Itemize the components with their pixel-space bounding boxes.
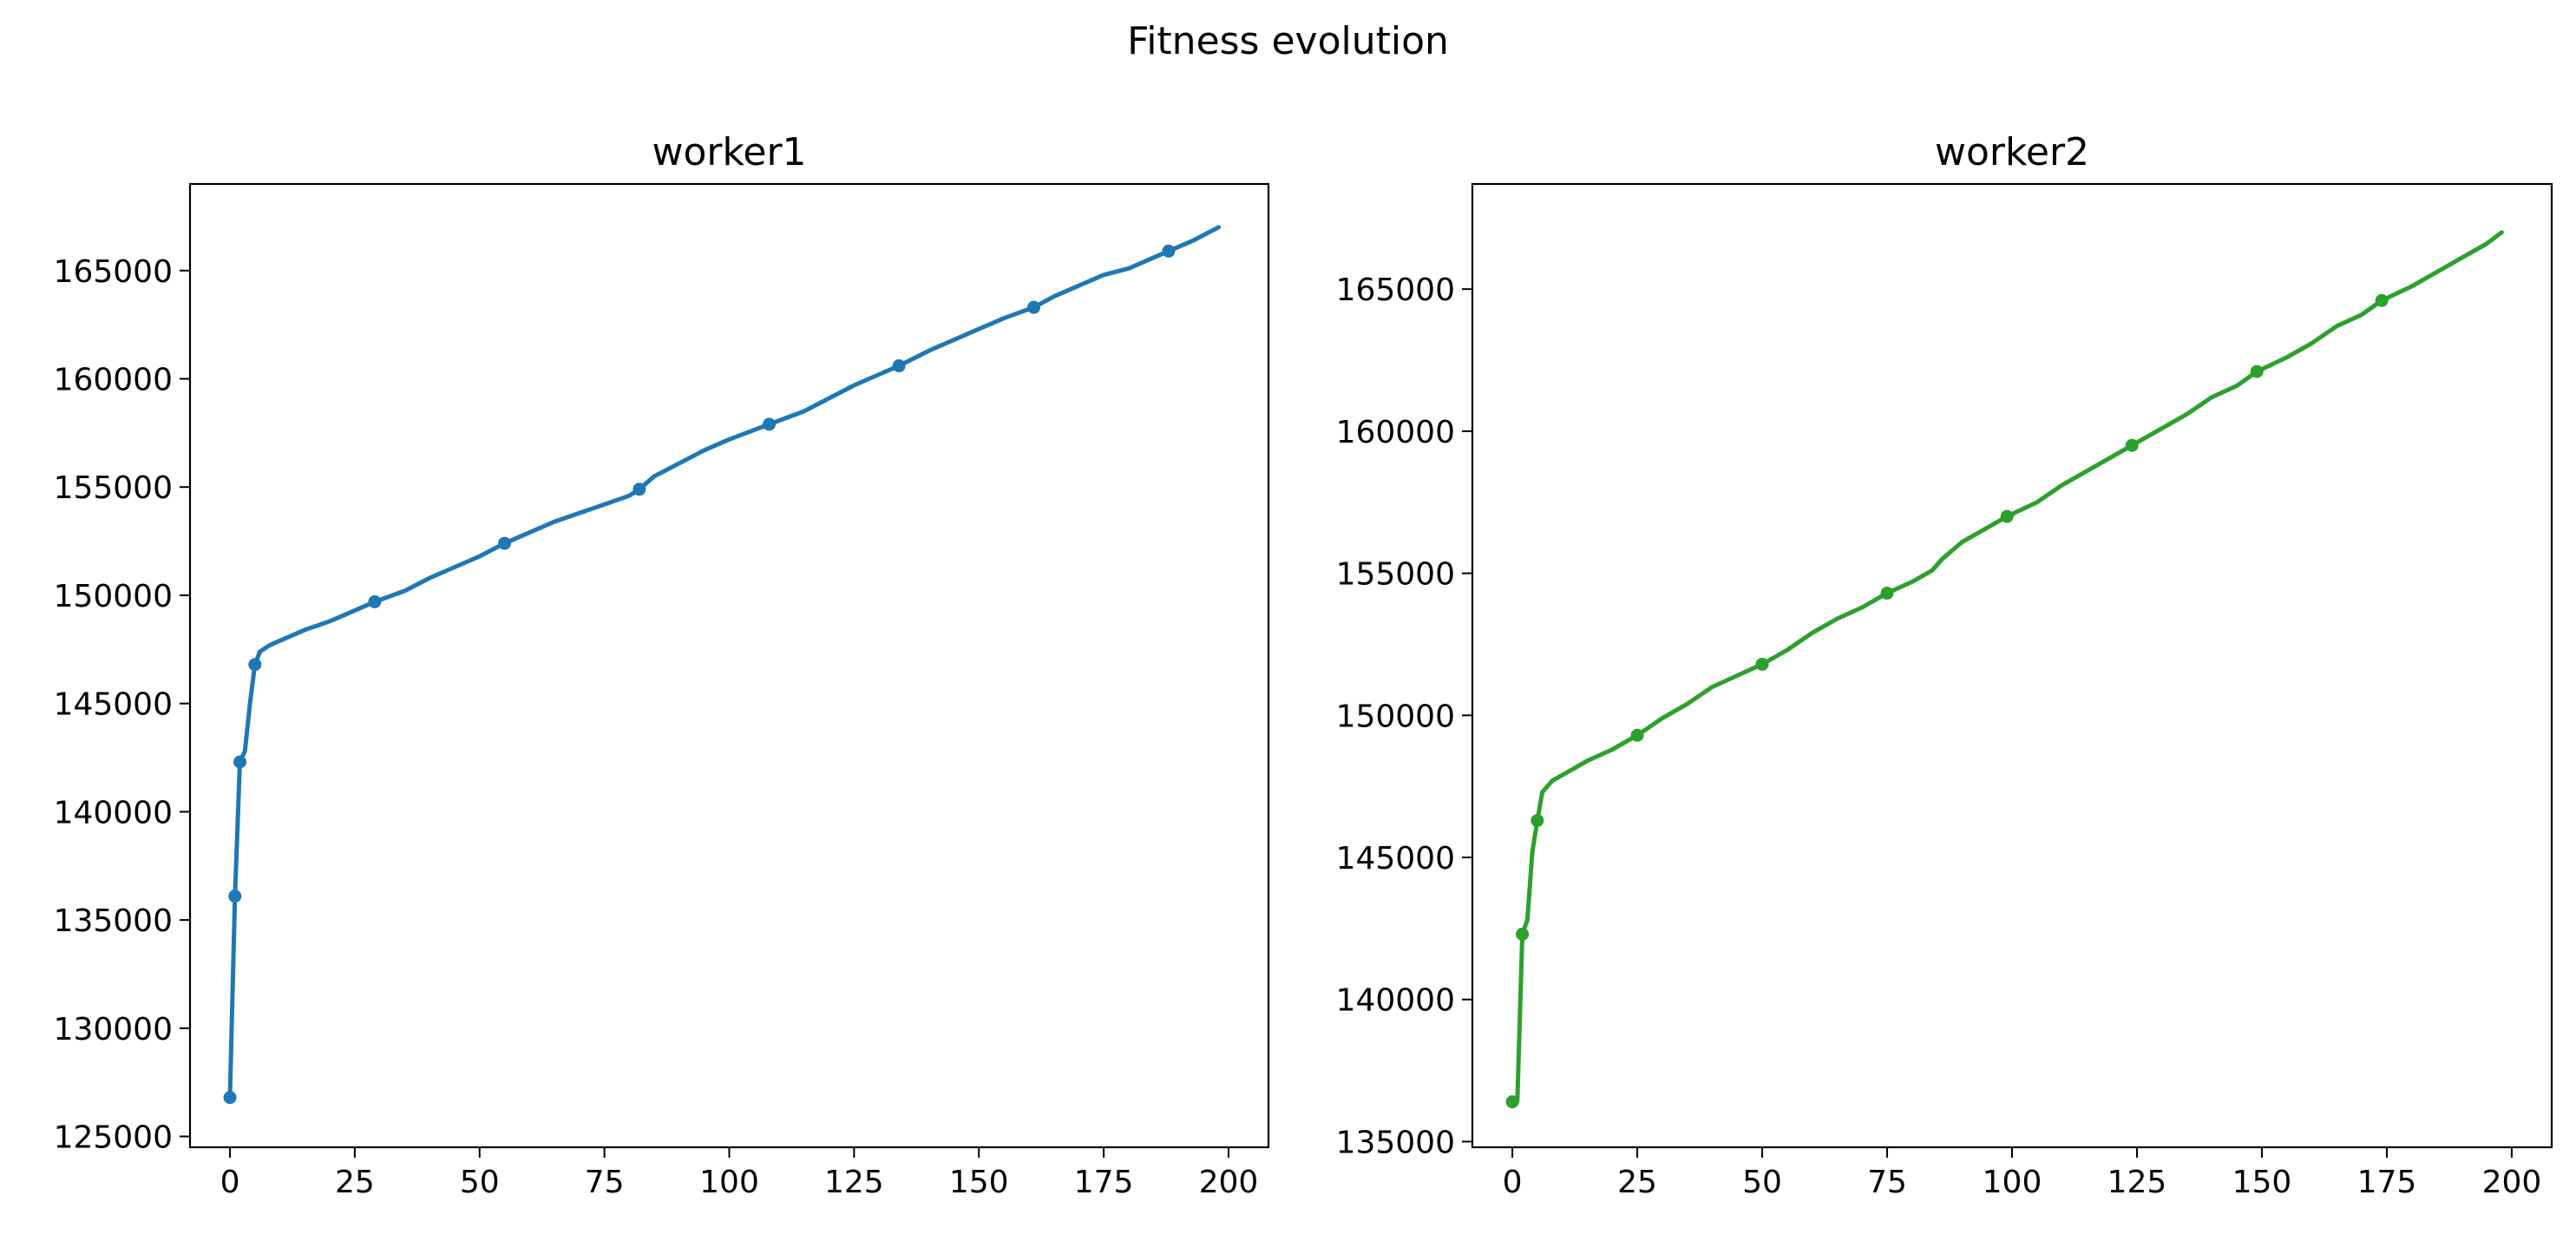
x-tick-label: 125 <box>824 1165 884 1200</box>
data-point <box>763 417 777 431</box>
data-point <box>233 755 247 769</box>
x-tick-label: 25 <box>335 1165 375 1200</box>
data-point <box>223 1091 237 1105</box>
series-line <box>1510 230 2504 1105</box>
y-tick-label: 125000 <box>54 1120 173 1156</box>
data-point <box>892 359 906 373</box>
x-tick-label: 100 <box>699 1165 759 1200</box>
data-point <box>1027 300 1041 314</box>
x-tick-label: 50 <box>460 1165 500 1200</box>
x-tick-label: 0 <box>220 1165 240 1200</box>
y-tick-label: 165000 <box>54 254 173 290</box>
y-tick-label: 145000 <box>54 687 173 723</box>
x-tick-label: 75 <box>585 1165 625 1200</box>
y-tick-label: 145000 <box>1336 841 1455 877</box>
data-point <box>1516 927 1530 941</box>
y-tick-label: 165000 <box>1336 272 1455 308</box>
x-tick-label: 50 <box>1742 1165 1782 1200</box>
y-tick-label: 135000 <box>54 903 173 939</box>
y-tick-label: 130000 <box>54 1012 173 1047</box>
y-tick-label: 155000 <box>54 470 173 506</box>
x-tick-label: 175 <box>2357 1165 2417 1200</box>
data-point <box>498 536 512 550</box>
data-point <box>2250 364 2264 378</box>
data-point <box>2000 509 2014 523</box>
data-point <box>1505 1095 1519 1109</box>
y-tick-label: 150000 <box>1336 699 1455 734</box>
data-point <box>248 658 262 672</box>
x-tick-label: 150 <box>949 1165 1009 1200</box>
data-point <box>2375 293 2389 307</box>
data-point <box>1162 244 1176 258</box>
data-point <box>228 890 242 903</box>
figure-suptitle: Fitness evolution <box>1127 19 1449 63</box>
y-tick-label: 150000 <box>54 579 173 614</box>
x-tick-label: 0 <box>1503 1165 1523 1200</box>
x-tick-label: 200 <box>1199 1165 1259 1200</box>
series-line <box>227 225 1221 1100</box>
y-tick-label: 140000 <box>54 795 173 831</box>
data-point <box>1880 587 1894 601</box>
data-point <box>633 483 646 496</box>
x-tick-label: 200 <box>2482 1165 2542 1200</box>
x-tick-label: 25 <box>1617 1165 1657 1200</box>
data-point <box>1531 813 1544 827</box>
y-tick-label: 140000 <box>1336 983 1455 1019</box>
subplot-worker1: worker1 0 25 50 75 100 125 150 175 200 125000 13000… <box>54 130 1270 1200</box>
x-tick-label: 150 <box>2232 1165 2292 1200</box>
data-point <box>1630 728 1644 742</box>
x-tick-label: 175 <box>1074 1165 1134 1200</box>
y-tick-label: 155000 <box>1336 557 1455 593</box>
x-tick-label: 75 <box>1867 1165 1907 1200</box>
axes-frame <box>188 182 1270 1149</box>
subplot-title: worker2 <box>1935 130 2089 174</box>
y-tick-label: 160000 <box>54 362 173 397</box>
data-point <box>368 594 382 608</box>
x-tick-label: 125 <box>2107 1165 2167 1200</box>
subplot-title: worker1 <box>652 130 806 174</box>
data-point <box>2125 438 2139 452</box>
axes-frame <box>1471 182 2553 1149</box>
y-tick-label: 135000 <box>1336 1125 1455 1160</box>
data-point <box>1755 657 1769 671</box>
y-tick-label: 160000 <box>1336 415 1455 450</box>
x-tick-label: 100 <box>1983 1165 2042 1200</box>
subplot-worker2: worker2 0 25 50 75 100 125 150 175 200 135000 14000… <box>1336 130 2553 1200</box>
